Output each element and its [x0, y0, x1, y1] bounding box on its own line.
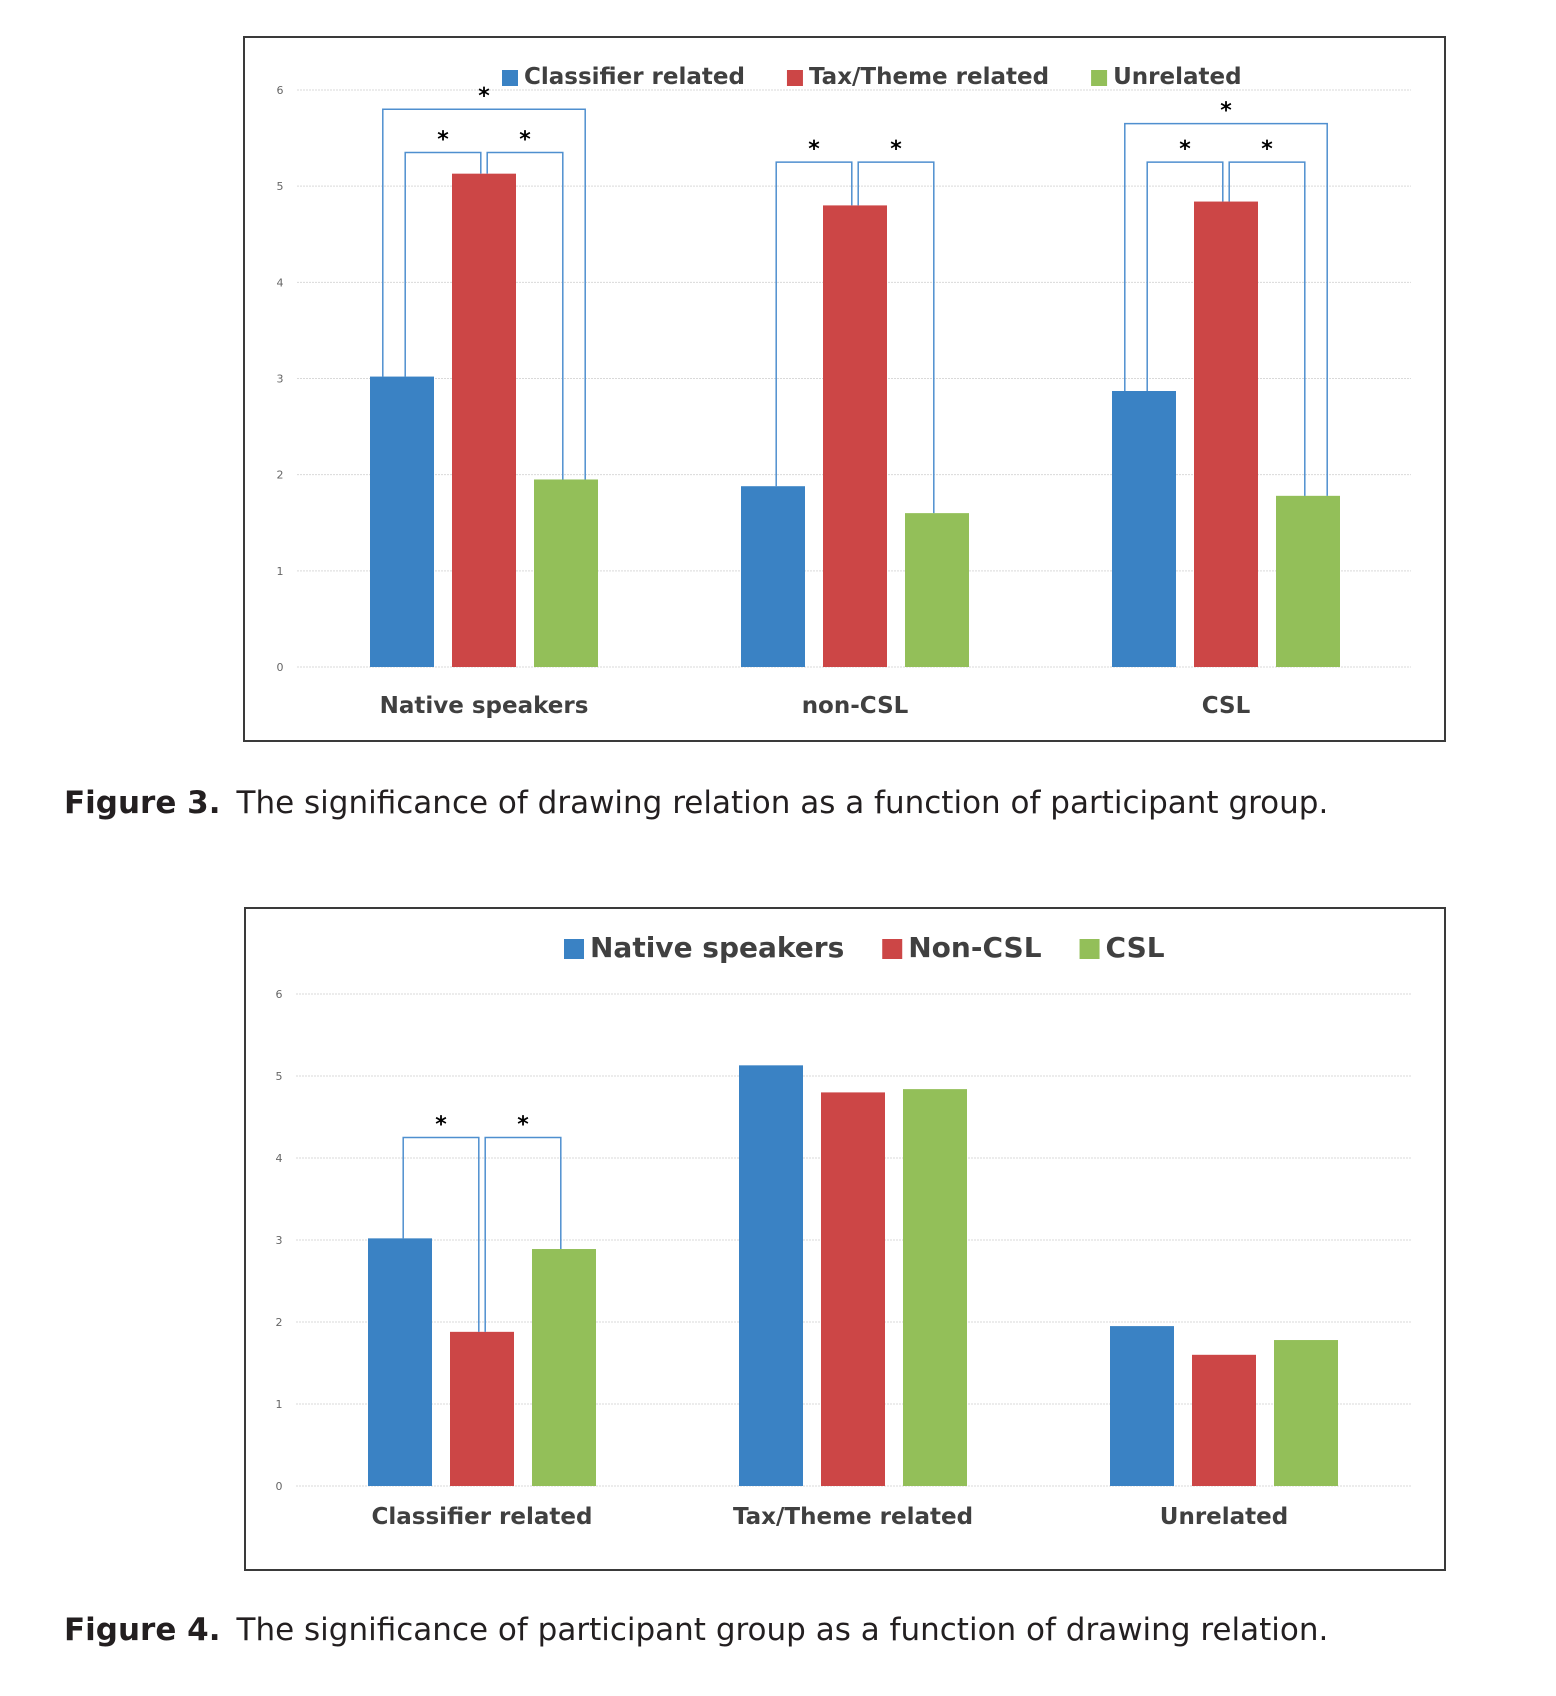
fig3-significance-bracket	[1124, 122, 1328, 496]
fig4-category-label: Tax/Theme related	[733, 1504, 973, 1530]
fig3-significance-star: *	[437, 128, 449, 153]
fig3-significance-star: *	[1179, 137, 1191, 162]
fig4-bar	[1192, 1354, 1256, 1486]
figure-4-caption-text: The significance of participant group as…	[236, 1612, 1329, 1648]
figure-4-caption: Figure 4. The significance of participant…	[64, 1612, 1328, 1648]
fig4-category-label: Unrelated	[1160, 1504, 1288, 1530]
fig3-y-tick-label: 4	[277, 276, 284, 289]
figure-3-caption-label: Figure 3.	[64, 785, 221, 821]
fig3-bar	[905, 513, 969, 667]
fig4-bar	[1110, 1326, 1174, 1486]
fig3-significance-star: *	[1220, 99, 1232, 124]
fig4-y-tick-label: 4	[276, 1152, 283, 1165]
fig3-bar	[823, 205, 887, 667]
fig4-bar	[532, 1249, 596, 1486]
figure-4-plot: 0 1 2 3 4 5 6 Classifier related Tax/Theme relat…	[276, 931, 1412, 1530]
fig4-significance-star: *	[517, 1113, 529, 1138]
fig3-bar	[741, 486, 805, 667]
fig3-y-tick-label: 5	[277, 180, 284, 193]
fig4-legend-swatch	[1079, 939, 1100, 959]
fig3-legend-label: Classifier related	[524, 64, 745, 90]
fig3-legend-label: Tax/Theme related	[809, 64, 1049, 90]
fig4-significance-star: *	[435, 1113, 447, 1138]
figure-4-chart: 0 1 2 3 4 5 6 Classifier related Tax/Theme relat…	[244, 907, 1446, 1571]
fig4-significance-bracket	[484, 1136, 562, 1332]
fig4-y-tick-label: 1	[276, 1398, 283, 1411]
fig3-y-tick-label: 0	[277, 661, 284, 674]
fig3-significance-star: *	[890, 137, 902, 162]
figure-4-caption-label: Figure 4.	[64, 1612, 221, 1648]
fig4-bar	[1274, 1340, 1338, 1486]
fig3-y-tick-label: 3	[277, 373, 284, 386]
fig4-legend-swatch	[564, 939, 584, 959]
fig3-bar	[1276, 495, 1340, 667]
fig3-significance-bracket	[857, 161, 935, 514]
fig3-category-label: non-CSL	[802, 693, 909, 719]
fig3-significance-bracket	[1228, 161, 1306, 496]
fig4-bar	[368, 1238, 432, 1486]
figure-3-caption: Figure 3. The significance of drawing rel…	[64, 785, 1328, 821]
fig3-y-tick-label: 1	[277, 565, 284, 578]
fig3-bar	[1194, 201, 1258, 667]
fig4-legend-swatch	[882, 939, 903, 959]
fig4-significance-bracket	[402, 1136, 480, 1332]
fig4-category-label: Classifier related	[372, 1504, 593, 1530]
fig3-legend-label: Unrelated	[1113, 64, 1241, 90]
fig3-y-tick-label: 6	[277, 84, 284, 97]
fig3-significance-star: *	[808, 137, 820, 162]
fig3-significance-star: *	[519, 128, 531, 153]
fig4-bar	[739, 1065, 803, 1486]
fig3-bar	[534, 479, 598, 667]
fig3-legend-swatch	[502, 70, 518, 86]
fig4-y-tick-label: 6	[276, 988, 283, 1001]
fig3-significance-bracket	[775, 161, 853, 487]
fig3-category-label: Native speakers	[380, 693, 589, 719]
fig4-legend-label: Native speakers	[590, 931, 844, 964]
fig3-legend-swatch	[786, 70, 803, 86]
fig4-y-tick-label: 3	[276, 1234, 283, 1247]
fig4-bar	[903, 1089, 967, 1486]
fig3-bar	[1112, 391, 1176, 667]
fig3-significance-bracket	[1146, 161, 1224, 392]
figure-3-chart: 0 1 2 3 4 5 6 Native speakers non-CSL CSL * * * * * * * *…	[243, 36, 1446, 742]
fig3-category-label: CSL	[1202, 693, 1251, 719]
figure-3-caption-text: The significance of drawing relation as …	[236, 785, 1329, 821]
fig4-legend-label: CSL	[1106, 931, 1165, 964]
fig3-significance-bracket	[382, 108, 586, 480]
fig3-significance-bracket	[486, 151, 564, 480]
figure-3-plot: 0 1 2 3 4 5 6 Native speakers non-CSL CSL * * * * * * * *…	[277, 64, 1411, 719]
fig3-significance-bracket	[404, 151, 482, 377]
fig3-y-tick-label: 2	[277, 469, 284, 482]
fig3-legend-swatch	[1091, 70, 1108, 86]
fig3-significance-star: *	[478, 84, 490, 109]
fig3-bar	[370, 376, 434, 667]
fig3-bar	[452, 173, 516, 668]
fig4-y-tick-label: 2	[276, 1316, 283, 1329]
fig4-y-tick-label: 0	[276, 1480, 283, 1493]
fig4-legend-label: Non-CSL	[908, 931, 1041, 964]
fig4-y-tick-label: 5	[276, 1070, 283, 1083]
fig4-bar	[821, 1092, 885, 1486]
fig4-bar	[450, 1331, 514, 1486]
fig3-significance-star: *	[1261, 137, 1273, 162]
